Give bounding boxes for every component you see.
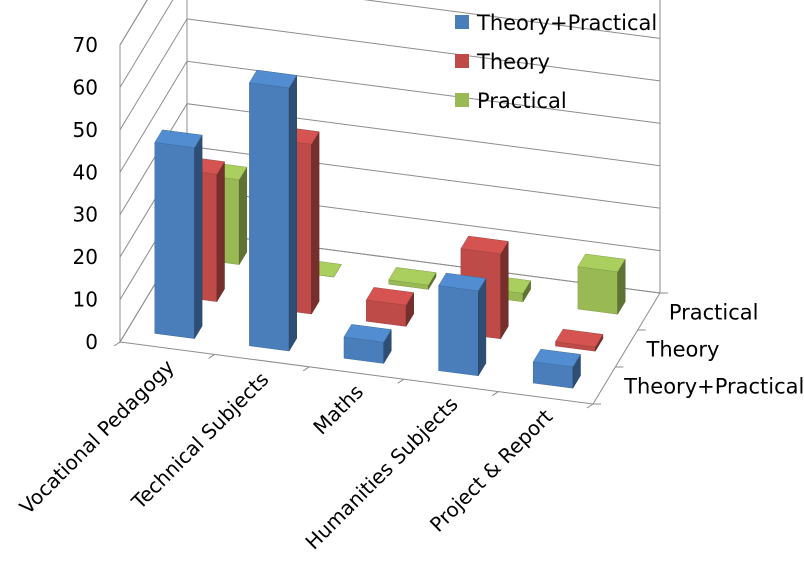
- bar-theory-practical-1: [248, 69, 298, 352]
- gridline-40: [119, 60, 661, 173]
- y-tick-label: 50: [73, 118, 98, 142]
- bar-theory-practical-3: [438, 272, 487, 377]
- y-tick-label: 10: [73, 288, 98, 312]
- series-axis-label: Theory: [646, 338, 720, 362]
- bar-theory-practical-2: [343, 324, 392, 365]
- legend-swatch: [455, 15, 469, 29]
- category-label: Maths: [308, 380, 368, 440]
- y-tick-label: 0: [85, 330, 98, 354]
- x-tick-mark: [302, 366, 310, 372]
- y-tick-label: 60: [73, 75, 98, 99]
- legend-swatch: [455, 54, 469, 68]
- bar-theory-practical-0: [154, 129, 203, 340]
- y-tick-label: 70: [73, 33, 98, 57]
- bar-theory-4: [555, 328, 604, 353]
- bar-theory-practical-4: [532, 348, 581, 390]
- gridline-70: [119, 0, 148, 46]
- bar-practical-4: [577, 253, 626, 316]
- y-tick-label: 40: [73, 160, 98, 184]
- gridline-30: [119, 103, 661, 215]
- legend-label: Practical: [477, 89, 567, 113]
- gridline-60: [119, 0, 661, 88]
- bars: [154, 69, 626, 390]
- series-axis-label: Theory+Practical: [623, 375, 804, 399]
- x-tick-mark: [113, 341, 121, 347]
- x-tick-mark: [586, 403, 594, 409]
- bar-theory-2: [365, 287, 415, 328]
- legend-label: Theory+Practical: [476, 11, 657, 35]
- x-tick-mark: [397, 378, 405, 384]
- series-axis-label: Practical: [669, 301, 759, 325]
- legend: Theory+Practical Theory Practical: [455, 11, 657, 113]
- y-tick-label: 20: [73, 245, 98, 269]
- y-axis-tick-labels: 0 10 20 30 40 50 60 70: [73, 33, 98, 354]
- legend-swatch: [455, 93, 469, 107]
- y-tick-label: 30: [73, 203, 98, 227]
- x-tick-mark: [492, 391, 499, 397]
- gridline-50: [119, 18, 661, 131]
- legend-label: Theory: [476, 50, 550, 74]
- x-tick-mark: [208, 353, 215, 359]
- bar-practical-2: [388, 267, 437, 291]
- series-axis-labels: Theory+Practical Theory Practical: [623, 301, 804, 399]
